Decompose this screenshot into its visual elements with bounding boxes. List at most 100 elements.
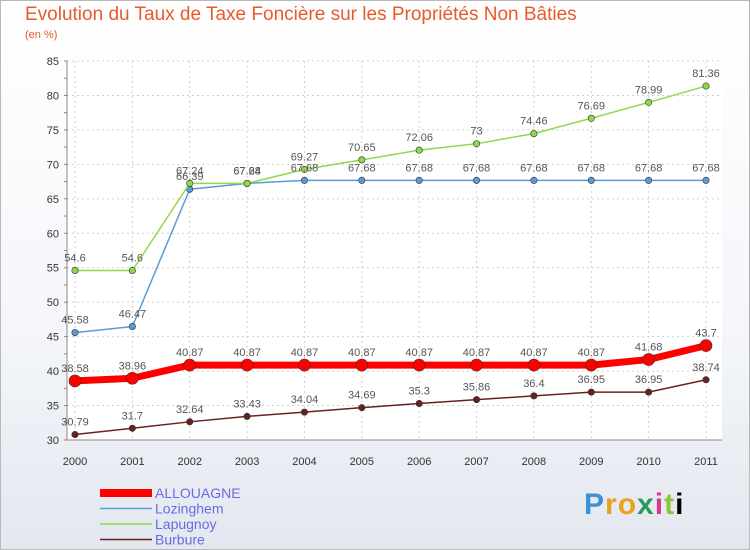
data-label: 46.47 — [119, 309, 147, 321]
data-point — [587, 388, 595, 396]
data-label: 35.86 — [463, 382, 491, 394]
data-label: 66.39 — [176, 171, 204, 183]
legend-label: Lozinghem — [155, 501, 224, 517]
data-point — [530, 392, 538, 400]
series-line-lozinghem — [74, 179, 706, 334]
data-point — [186, 418, 194, 426]
data-point — [527, 358, 541, 372]
x-tick-label: 2003 — [235, 456, 259, 468]
data-label: 67.68 — [635, 162, 663, 174]
data-label: 67.24 — [176, 165, 204, 177]
data-label: 40.87 — [291, 347, 319, 359]
data-point — [240, 358, 254, 372]
data-point — [358, 156, 366, 164]
data-point — [128, 424, 136, 432]
data-label: 34.69 — [348, 390, 376, 402]
data-label: 67.68 — [578, 162, 606, 174]
x-tick-label: 2009 — [579, 456, 603, 468]
y-tick-label: 85 — [47, 56, 59, 68]
data-label: 73 — [470, 126, 482, 138]
y-tick-label: 70 — [47, 159, 59, 171]
data-label: 30.79 — [61, 417, 89, 429]
data-label: 67.68 — [348, 162, 376, 174]
data-point — [645, 176, 653, 184]
data-point — [645, 98, 653, 106]
data-point — [473, 140, 481, 148]
chart-title: Evolution du Taux de Taxe Foncière sur l… — [25, 4, 577, 25]
data-label: 54.6 — [64, 252, 85, 264]
data-label: 36.95 — [635, 374, 663, 386]
data-point — [128, 323, 136, 331]
data-label: 40.87 — [233, 347, 261, 359]
data-point — [702, 176, 710, 184]
data-point — [473, 176, 481, 184]
data-point — [126, 371, 139, 385]
data-point — [355, 358, 369, 372]
plot-area — [67, 61, 722, 440]
data-label: 67.68 — [692, 162, 720, 174]
data-point — [71, 266, 79, 274]
x-tick-label: 2011 — [694, 456, 718, 468]
data-label: 40.87 — [348, 347, 376, 359]
x-tick-label: 2008 — [522, 456, 546, 468]
y-tick-label: 55 — [47, 263, 59, 275]
data-label: 38.58 — [61, 363, 89, 375]
series-line-burbure — [74, 379, 707, 436]
chart-subtitle: (en %) — [25, 29, 58, 41]
data-point — [584, 358, 598, 372]
data-label: 70.65 — [348, 142, 376, 154]
y-tick-label: 65 — [47, 194, 59, 206]
data-point — [587, 114, 595, 122]
data-label: 67.24 — [233, 165, 261, 177]
data-label: 67.68 — [405, 162, 433, 174]
data-label: 40.87 — [176, 347, 204, 359]
proxiti-logo: Proxiti — [584, 488, 685, 521]
data-point — [702, 82, 710, 90]
y-tick-label: 45 — [47, 332, 59, 344]
x-tick-label: 2000 — [63, 456, 87, 468]
data-point — [300, 176, 308, 184]
data-label: 69.27 — [291, 151, 319, 163]
data-label: 40.87 — [463, 347, 491, 359]
data-point — [300, 165, 308, 173]
data-label: 33.43 — [233, 398, 261, 410]
data-label: 32.64 — [176, 404, 204, 416]
x-tick-label: 2002 — [177, 456, 201, 468]
data-label: 34.04 — [291, 394, 319, 406]
data-label: 40.87 — [405, 347, 433, 359]
data-label: 72.06 — [405, 132, 433, 144]
data-point — [183, 358, 197, 372]
data-point — [645, 388, 653, 396]
data-point — [415, 399, 423, 407]
data-point — [642, 353, 655, 366]
data-point — [300, 408, 308, 416]
x-tick-label: 2004 — [292, 456, 316, 468]
data-point — [470, 358, 483, 372]
y-tick-label: 50 — [47, 297, 59, 309]
data-point — [530, 176, 538, 184]
y-tick-label: 35 — [47, 401, 59, 413]
data-label: 67.68 — [463, 162, 491, 174]
legend-label: ALLOUAGNE — [155, 485, 241, 501]
x-tick-label: 2007 — [464, 456, 488, 468]
data-label: 67.68 — [233, 165, 261, 177]
data-point — [473, 396, 481, 404]
data-label: 40.87 — [578, 347, 606, 359]
data-point — [298, 358, 311, 372]
data-label: 45.58 — [61, 315, 89, 327]
data-point — [415, 176, 423, 184]
legend-label: Burbure — [155, 532, 205, 548]
data-label: 31.7 — [122, 410, 143, 422]
data-label: 76.69 — [578, 100, 606, 112]
data-point — [702, 376, 710, 384]
data-point — [71, 431, 79, 439]
x-tick-label: 2001 — [120, 456, 144, 468]
x-tick-label: 2010 — [636, 456, 660, 468]
data-label: 36.95 — [578, 374, 606, 386]
data-label: 35.3 — [408, 385, 429, 397]
data-label: 67.68 — [291, 162, 319, 174]
data-label: 40.87 — [520, 347, 548, 359]
data-point — [71, 329, 79, 337]
data-label: 81.36 — [692, 68, 720, 80]
x-tick-label: 2006 — [407, 456, 431, 468]
